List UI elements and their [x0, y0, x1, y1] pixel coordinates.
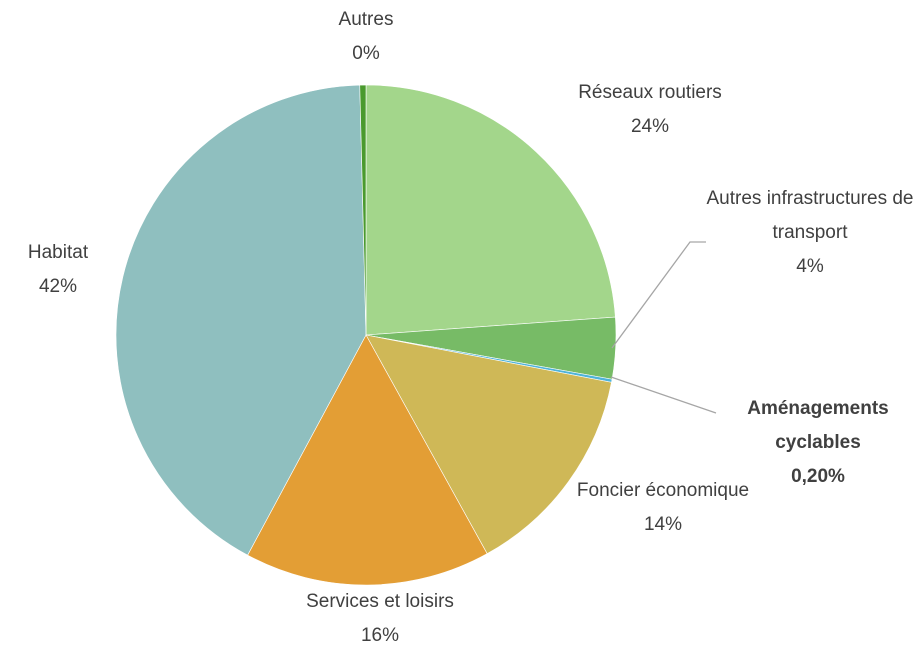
slice-label: Réseaux routiers 24%: [545, 76, 755, 144]
leader-line: [611, 241, 706, 349]
pie: [115, 84, 617, 586]
value-label: 14%: [643, 514, 683, 535]
value-label: 24%: [630, 116, 670, 137]
value-label: 0,20%: [791, 466, 845, 487]
slice: [247, 334, 488, 586]
category-label: Foncier économique: [576, 480, 750, 501]
value-label: 0%: [352, 43, 380, 64]
slice-label: Services et loisirs 16%: [275, 585, 485, 653]
category-label: Services et loisirs: [306, 591, 454, 612]
slice-label: Aménagements cyclables 0,20%: [713, 392, 914, 494]
category-label: Autres infrastructures de transport: [706, 188, 914, 243]
category-label: Réseaux routiers: [578, 82, 722, 103]
slice-label: Autres 0%: [261, 3, 471, 71]
slice-label: Autres infrastructures de transport 4%: [695, 182, 914, 284]
slice: [359, 84, 367, 336]
category-label: Autres: [338, 9, 394, 30]
slice: [115, 84, 367, 556]
value-label: 4%: [796, 256, 824, 277]
leader-line: [610, 376, 717, 414]
value-label: 42%: [38, 276, 78, 297]
slice-label: Habitat 42%: [0, 236, 163, 304]
value-label: 16%: [360, 625, 400, 646]
slice: [365, 84, 616, 336]
slice-label: Foncier économique 14%: [558, 474, 768, 542]
category-label: Aménagements cyclables: [747, 398, 889, 453]
category-label: Habitat: [27, 242, 89, 263]
slice: [365, 334, 612, 555]
